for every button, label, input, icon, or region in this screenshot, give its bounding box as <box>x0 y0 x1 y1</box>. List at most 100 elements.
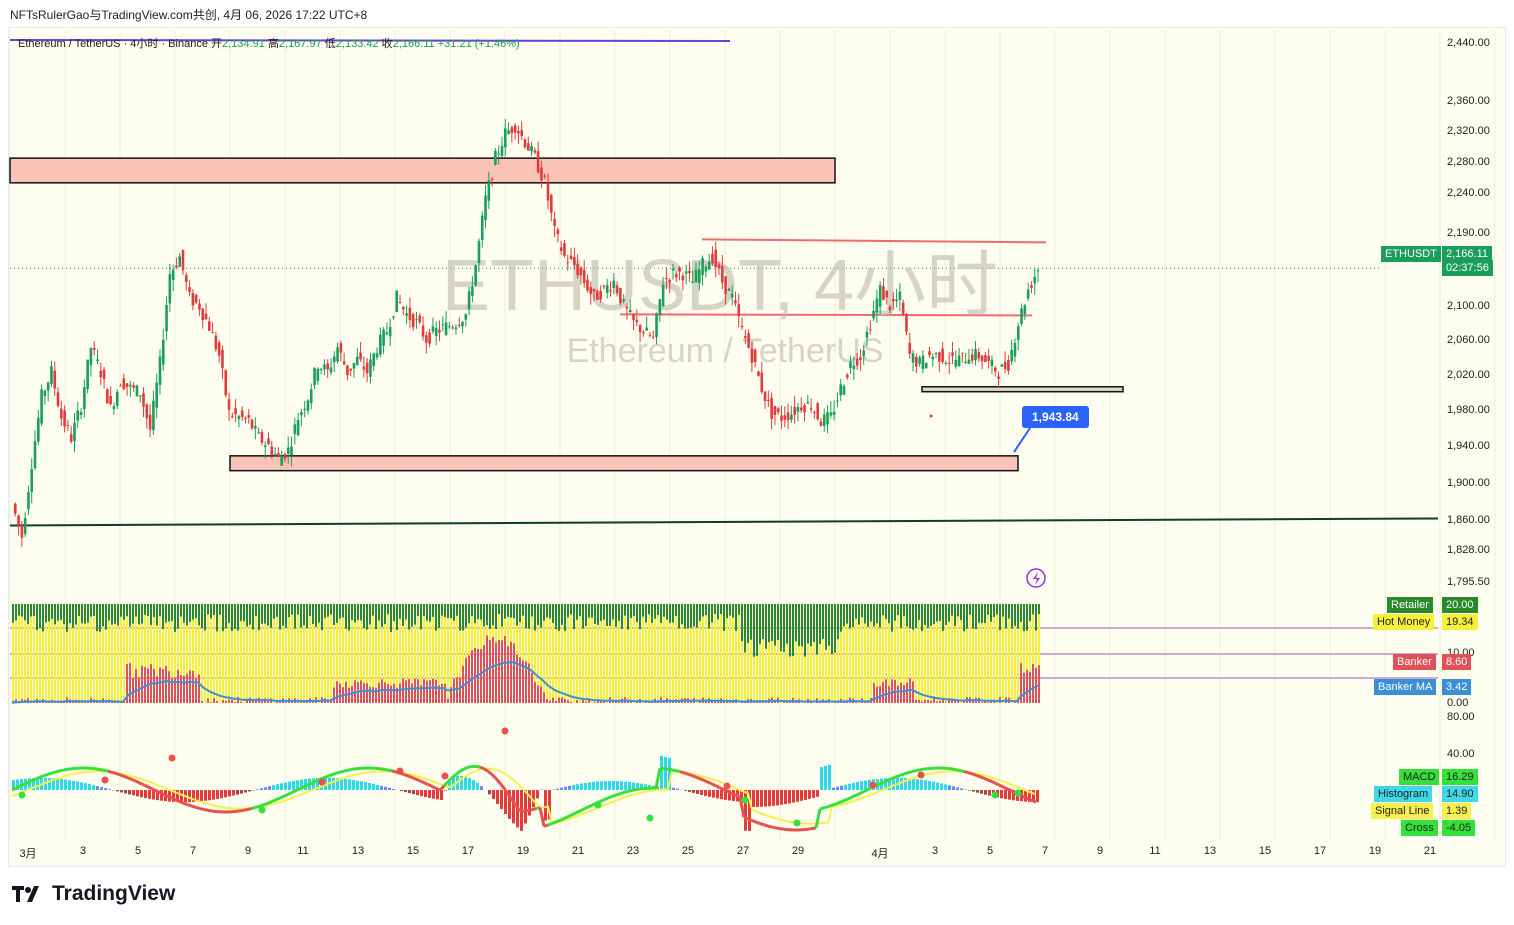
retailer-bar <box>699 604 701 622</box>
candle-body <box>829 412 833 416</box>
candle-body <box>773 405 777 416</box>
macd-line-segment <box>446 776 454 783</box>
macd-line-segment <box>751 819 757 824</box>
last-price-tag: 2,166.11 <box>1442 246 1493 262</box>
hotmoney-bar <box>816 654 818 703</box>
banker-value: 8.60 <box>1442 654 1472 670</box>
macd-line-segment <box>494 777 502 785</box>
retailer-bar <box>786 604 788 644</box>
retailer-bar <box>792 604 794 657</box>
retailer-bar <box>864 604 866 624</box>
banker-bar <box>126 664 128 703</box>
retailer-bar <box>483 604 485 627</box>
macd-line-segment <box>411 776 417 781</box>
hotmoney-bar <box>777 640 779 703</box>
hotmoney-bar <box>1005 628 1007 703</box>
retailer-bar <box>75 604 77 625</box>
retailer-bar <box>975 604 977 630</box>
retailer-bar <box>837 604 839 640</box>
macd-histogram-bar <box>152 790 155 800</box>
candle-body <box>1020 308 1023 324</box>
retailer-bar <box>297 604 299 615</box>
macd-histogram-bar <box>844 784 847 790</box>
hotmoney-bar <box>708 628 710 703</box>
retailer-bar <box>576 604 578 620</box>
macd-histogram-bar <box>176 790 179 803</box>
macd-histogram-bar <box>36 777 39 790</box>
price-callout[interactable]: 1,943.84 <box>1022 406 1089 428</box>
hotmoney-bar <box>969 614 971 703</box>
banker-bar <box>744 702 746 703</box>
macd-histogram-bar <box>988 790 991 796</box>
hotmoney-bar <box>807 643 809 703</box>
macd-line-segment <box>387 768 393 773</box>
retailer-bar <box>21 604 23 617</box>
candle-body <box>444 322 448 335</box>
candle-body <box>888 306 892 311</box>
macd-line-segment <box>875 782 881 788</box>
hotmoney-bar <box>225 628 227 703</box>
hotmoney-bar <box>237 630 239 703</box>
retailer-bar <box>240 604 242 622</box>
candle-body <box>122 378 126 390</box>
retailer-bar <box>135 604 137 617</box>
candle-body <box>323 364 326 370</box>
banker-bar <box>408 679 410 703</box>
banker-bar <box>189 670 191 703</box>
retailer-bar <box>513 604 515 619</box>
candle-body <box>635 319 639 323</box>
hotmoney-bar <box>711 622 713 703</box>
banker-bar <box>159 667 161 703</box>
macd-line-segment <box>135 779 141 785</box>
macd-histogram-bar <box>564 786 567 790</box>
banker-bar <box>312 700 314 703</box>
macd-histogram-bar <box>860 781 863 790</box>
candle-body <box>402 307 405 310</box>
macd-line-segment <box>391 769 397 774</box>
banker-bar <box>795 701 797 703</box>
candle-body <box>671 268 675 271</box>
retailer-bar <box>222 604 224 632</box>
macd-histogram-bar <box>784 790 787 805</box>
banker-bar <box>174 677 176 703</box>
candle-body <box>257 432 260 434</box>
retailer-bar <box>1002 604 1004 617</box>
retailer-bar <box>882 604 884 616</box>
retailer-bar <box>681 604 683 625</box>
banker-bar <box>945 702 947 703</box>
cross-marker <box>594 801 602 809</box>
hotmoney-bar <box>597 624 599 703</box>
macd-histogram-bar <box>672 787 675 790</box>
hotmoney-bar <box>666 619 668 703</box>
hotmoney-bar <box>861 617 863 703</box>
hotmoney-bar <box>30 616 32 703</box>
banker-bar <box>690 701 692 703</box>
macd-line-segment <box>15 784 21 790</box>
macd-histogram-bar <box>1036 790 1039 803</box>
candle-body <box>244 417 247 419</box>
macd-line-segment <box>683 771 689 776</box>
candle-body <box>1007 360 1010 372</box>
retailer-bar <box>516 604 518 626</box>
macd-histogram-bar <box>440 790 443 801</box>
macd-line-segment <box>55 769 61 774</box>
hotmoney-bar <box>918 620 920 703</box>
banker-bar <box>618 701 620 703</box>
macd-histogram-bar <box>1028 790 1031 802</box>
macd-histogram-bar <box>300 779 303 790</box>
candle-body <box>648 334 652 336</box>
retailer-bar <box>1014 604 1016 626</box>
retailer-bar <box>342 604 344 618</box>
hotmoney-bar <box>909 628 911 703</box>
macd-histogram-bar <box>104 788 107 790</box>
macd-histogram-bar <box>888 777 891 790</box>
hotmoney-bar <box>660 623 662 703</box>
hotmoney-bar <box>261 623 263 703</box>
retailer-bar <box>825 604 827 650</box>
candle-body <box>464 314 468 320</box>
macd-histogram-bar <box>524 790 527 824</box>
callout-pointer <box>1013 427 1031 453</box>
banker-bar <box>657 702 659 703</box>
macd-histogram-bar <box>296 780 299 790</box>
